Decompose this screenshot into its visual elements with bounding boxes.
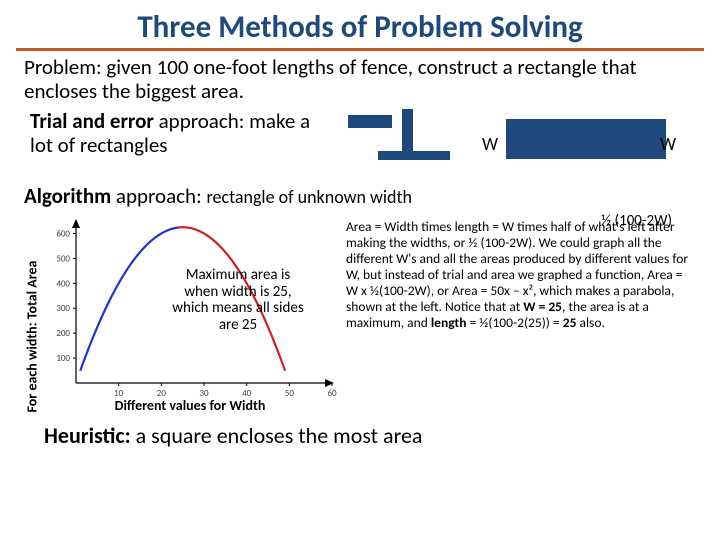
svg-text:300: 300 [56, 304, 70, 315]
explanation-text: Area = Width times length = W times half… [346, 213, 708, 414]
width-label-right: W [660, 133, 676, 155]
trial-bold: Trial and error [30, 108, 154, 134]
trial-shapes [338, 109, 458, 165]
width-label-left: W [482, 133, 498, 155]
svg-text:60: 60 [327, 388, 337, 399]
page-title: Three Methods of Problem Solving [16, 0, 704, 51]
length-formula: ½ (100-2W) [601, 212, 672, 230]
fence-piece-icon [378, 151, 450, 160]
svg-text:600: 600 [56, 229, 70, 240]
heuristic-bold: Heuristic: [44, 422, 131, 449]
algo-small: rectangle of unknown width [206, 186, 412, 208]
fence-piece-icon [348, 115, 392, 128]
svg-text:200: 200 [56, 328, 70, 339]
trial-section: Trial and error approach: make a lot of … [0, 105, 720, 179]
algo-bold: Algorithm [24, 183, 111, 209]
svg-text:20: 20 [157, 388, 167, 399]
y-axis-label-col: For each width: Total Area [12, 213, 34, 414]
labeled-rectangle: W W [466, 119, 696, 179]
rectangle-icon [506, 119, 666, 159]
chart-annotation: Maximum area is when width is 25, which … [168, 267, 308, 333]
y-axis-label: For each width: Total Area [24, 237, 41, 437]
svg-text:100: 100 [56, 353, 70, 364]
parabola-chart: 100 200 300 400 500 600 10 20 30 40 50 60 Maximum a… [40, 213, 340, 403]
lower-section: For each width: Total Area 100 200 300 400 5… [0, 209, 720, 414]
svg-text:50: 50 [285, 388, 295, 399]
svg-text:40: 40 [242, 388, 252, 399]
svg-text:10: 10 [114, 388, 124, 399]
fence-piece-icon [402, 109, 413, 151]
algo-mid: approach: [111, 183, 206, 209]
chart-column: 100 200 300 400 500 600 10 20 30 40 50 60 Maximum a… [40, 213, 340, 414]
svg-text:400: 400 [56, 279, 70, 290]
heuristic-section: Heuristic: a square encloses the most ar… [0, 414, 720, 449]
problem-statement: Problem: given 100 one-foot lengths of f… [0, 51, 720, 105]
svg-text:500: 500 [56, 254, 70, 265]
heuristic-rest: a square encloses the most area [131, 422, 423, 449]
algorithm-section: Algorithm approach: rectangle of unknown… [0, 179, 720, 209]
trial-text: Trial and error approach: make a lot of … [30, 109, 330, 157]
svg-text:30: 30 [199, 388, 209, 399]
